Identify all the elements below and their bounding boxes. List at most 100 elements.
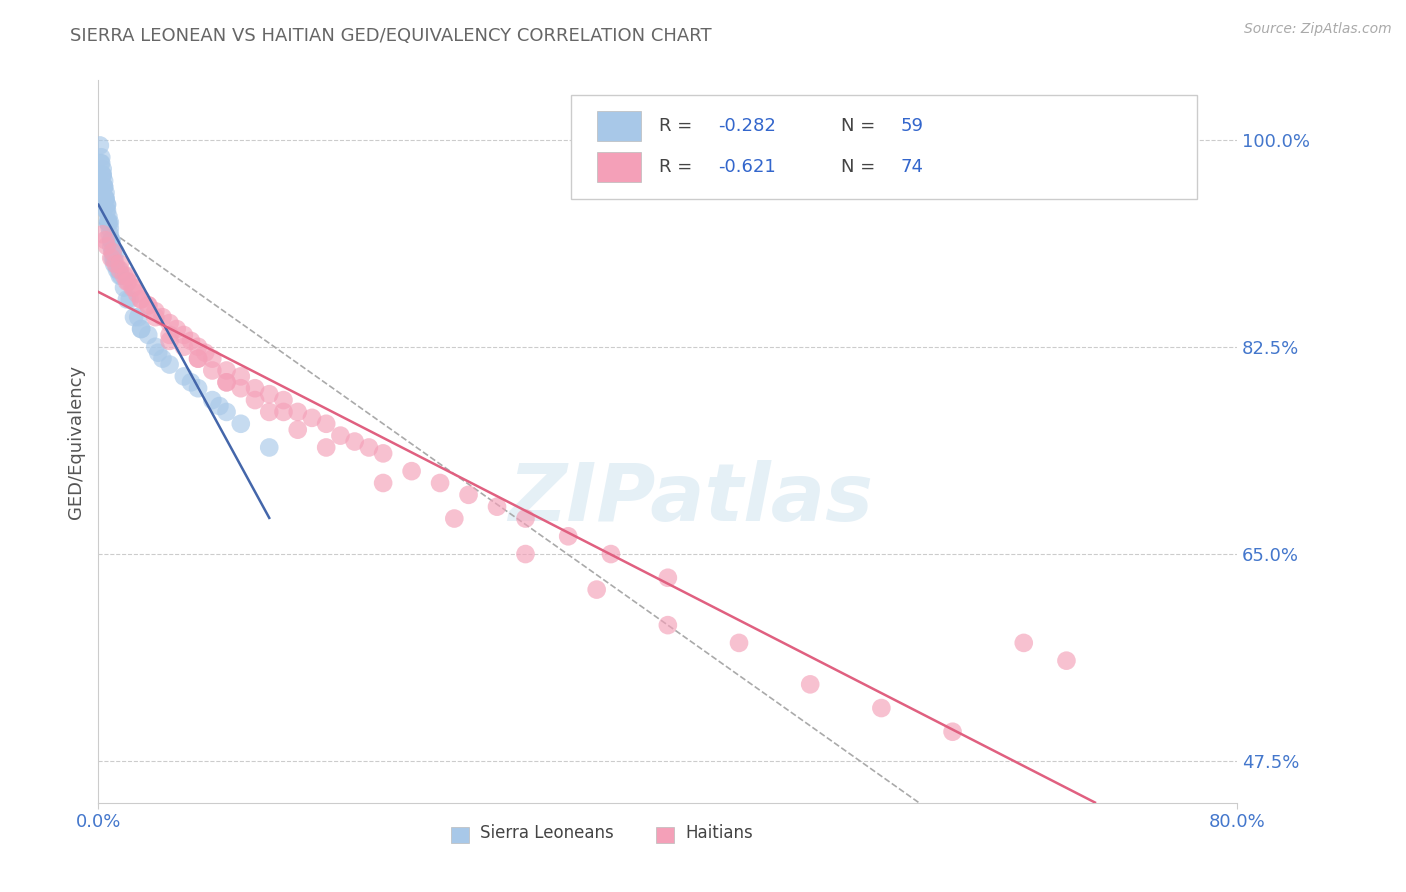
Point: [94, 233, 117, 247]
Point: [371, 446, 394, 460]
Point: [187, 340, 209, 354]
Point: [315, 417, 337, 431]
FancyBboxPatch shape: [657, 827, 673, 843]
Text: -0.621: -0.621: [718, 158, 776, 176]
Point: [136, 298, 159, 312]
Text: R =: R =: [659, 117, 697, 135]
Point: [108, 262, 131, 277]
Point: [159, 327, 181, 342]
Point: [94, 192, 117, 206]
Point: [159, 334, 181, 348]
Point: [515, 511, 537, 525]
Point: [100, 239, 122, 253]
Point: [187, 351, 209, 366]
Point: [180, 334, 202, 348]
Point: [173, 340, 195, 354]
Point: [91, 168, 114, 182]
Point: [187, 351, 209, 366]
Point: [287, 423, 309, 437]
Point: [215, 376, 238, 390]
Point: [145, 340, 167, 354]
Point: [152, 310, 174, 325]
Point: [329, 428, 352, 442]
Text: ZIPatlas: ZIPatlas: [508, 460, 873, 539]
Point: [90, 150, 112, 164]
Point: [287, 405, 309, 419]
Point: [93, 180, 115, 194]
Point: [1012, 636, 1035, 650]
Point: [100, 233, 122, 247]
Point: [90, 156, 112, 170]
Point: [94, 186, 117, 200]
Point: [173, 327, 195, 342]
Point: [96, 239, 118, 253]
Point: [91, 168, 114, 182]
Point: [96, 203, 118, 218]
Point: [585, 582, 607, 597]
Text: 59: 59: [900, 117, 924, 135]
Point: [115, 293, 138, 307]
Point: [152, 351, 174, 366]
Point: [98, 215, 121, 229]
Point: [115, 268, 138, 283]
Point: [97, 215, 120, 229]
Point: [201, 363, 224, 377]
Text: N =: N =: [841, 117, 882, 135]
Point: [136, 327, 159, 342]
Point: [201, 393, 224, 408]
FancyBboxPatch shape: [571, 95, 1198, 200]
Point: [273, 393, 295, 408]
Point: [229, 381, 252, 395]
Point: [136, 298, 159, 312]
Point: [357, 441, 380, 455]
Point: [112, 268, 135, 283]
Point: [208, 399, 231, 413]
Point: [94, 192, 117, 206]
Point: [315, 441, 337, 455]
Point: [515, 547, 537, 561]
FancyBboxPatch shape: [598, 111, 641, 141]
Point: [429, 475, 451, 490]
Point: [229, 417, 252, 431]
Point: [110, 268, 132, 283]
Point: [166, 322, 188, 336]
Point: [104, 257, 127, 271]
Point: [122, 280, 145, 294]
Point: [215, 376, 238, 390]
Text: Source: ZipAtlas.com: Source: ZipAtlas.com: [1244, 22, 1392, 37]
Point: [108, 257, 131, 271]
Point: [657, 618, 679, 632]
Point: [243, 381, 266, 395]
Point: [112, 280, 135, 294]
Point: [101, 245, 124, 260]
Text: Sierra Leoneans: Sierra Leoneans: [479, 824, 613, 842]
Point: [180, 376, 202, 390]
Y-axis label: GED/Equivalency: GED/Equivalency: [66, 365, 84, 518]
Point: [122, 310, 145, 325]
Point: [101, 251, 124, 265]
Point: [129, 293, 152, 307]
Point: [145, 310, 167, 325]
Point: [101, 245, 124, 260]
Point: [127, 310, 149, 325]
Point: [93, 180, 115, 194]
Point: [600, 547, 623, 561]
Point: [105, 262, 128, 277]
Point: [121, 280, 143, 294]
Point: [657, 571, 679, 585]
Point: [273, 405, 295, 419]
Point: [97, 215, 120, 229]
Point: [118, 293, 141, 307]
FancyBboxPatch shape: [451, 827, 470, 843]
Point: [301, 410, 323, 425]
Point: [96, 197, 118, 211]
Point: [91, 227, 114, 242]
Point: [145, 304, 167, 318]
Point: [91, 162, 114, 177]
Point: [942, 724, 965, 739]
Point: [129, 322, 152, 336]
Point: [91, 168, 114, 182]
Text: R =: R =: [659, 158, 697, 176]
Point: [173, 369, 195, 384]
Point: [94, 192, 117, 206]
